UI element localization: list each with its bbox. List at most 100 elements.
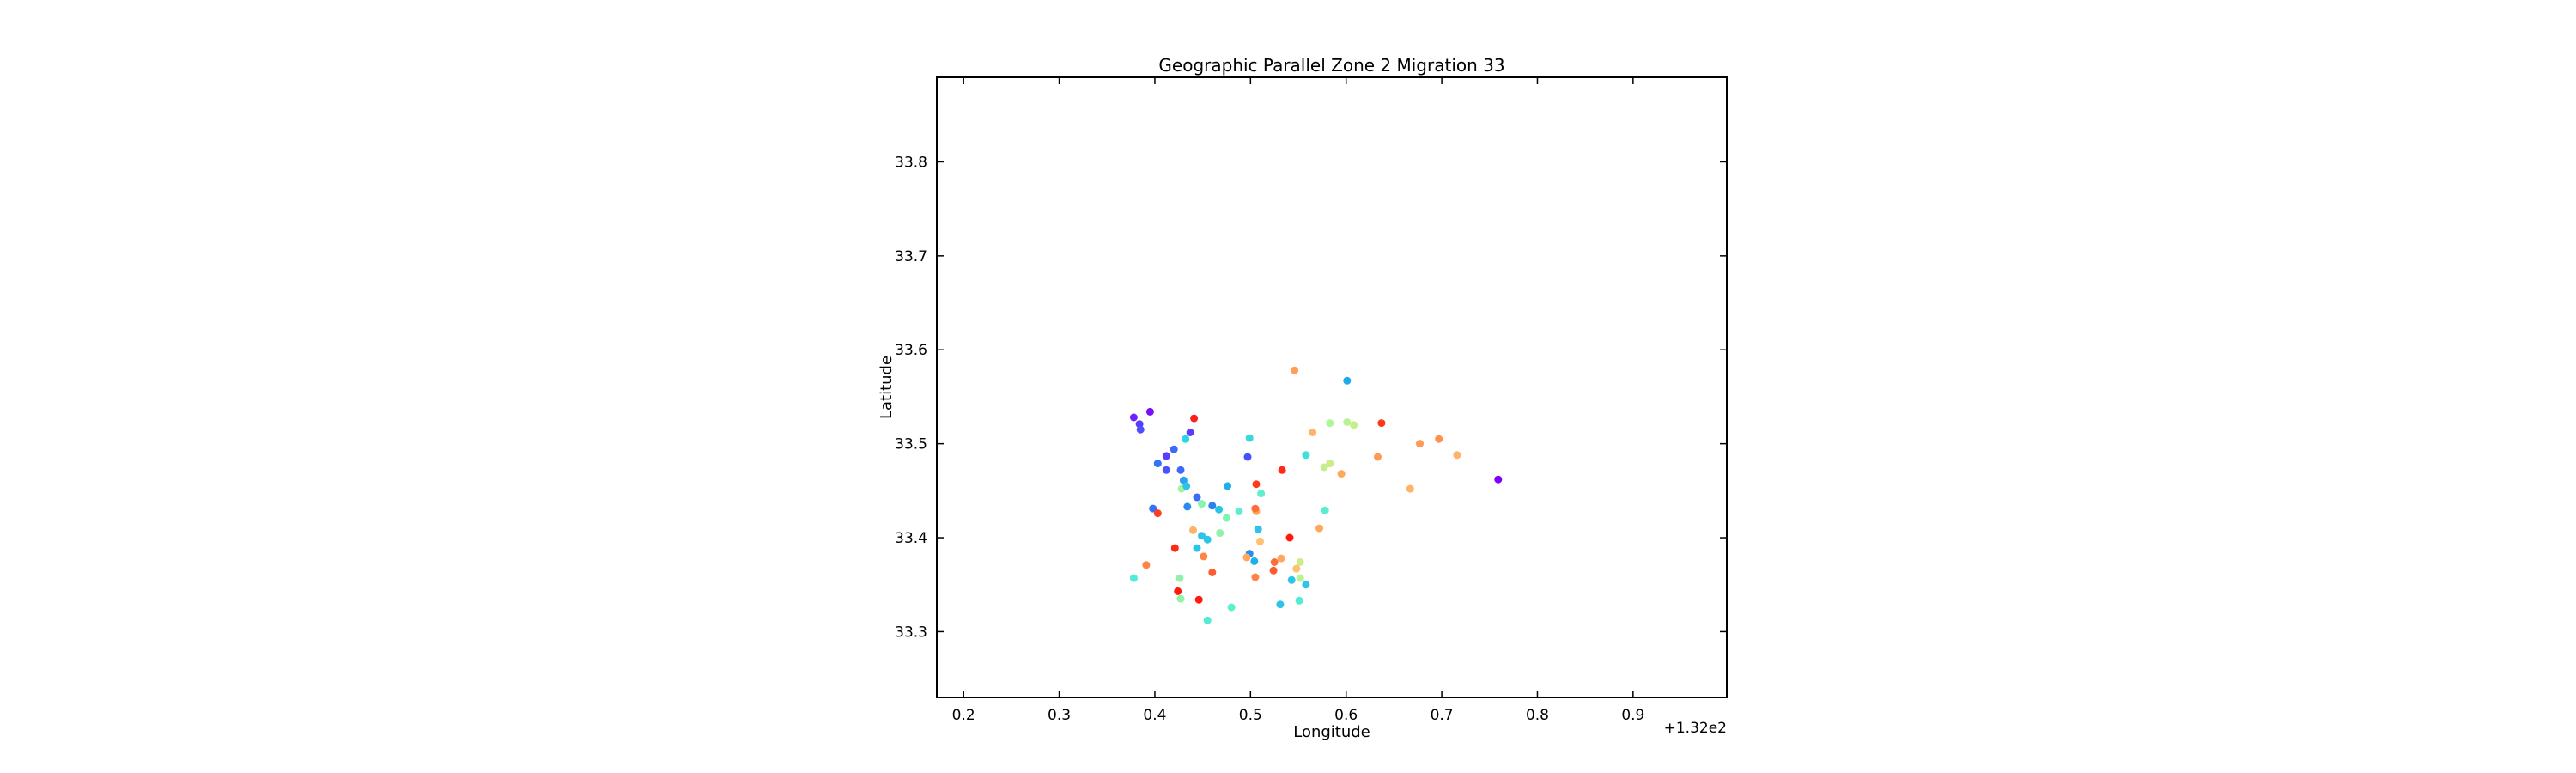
- data-point-73: [1208, 569, 1217, 576]
- data-point-18: [1153, 509, 1162, 518]
- data-point-79: [1176, 594, 1185, 603]
- data-point-25: [1252, 480, 1261, 489]
- data-point-78: [1174, 587, 1182, 595]
- data-point-51: [1203, 535, 1212, 544]
- data-point-6: [1182, 435, 1190, 443]
- plot-points: [1129, 366, 1503, 624]
- data-point-66: [1277, 554, 1285, 563]
- data-point-49: [1198, 532, 1206, 540]
- y-tick-label: 33.4: [895, 530, 927, 547]
- x-tick-label: 0.6: [1334, 707, 1358, 724]
- data-point-17: [1149, 504, 1157, 513]
- data-point-47: [1285, 533, 1294, 542]
- data-point-38: [1337, 470, 1346, 478]
- data-point-82: [1276, 600, 1285, 609]
- x-tick-label: 0.5: [1239, 707, 1262, 724]
- data-point-33: [1343, 418, 1352, 426]
- data-point-67: [1269, 566, 1278, 575]
- data-point-20: [1208, 502, 1217, 510]
- plot-frame: [936, 76, 1728, 698]
- data-point-41: [1435, 435, 1443, 443]
- x-axis-offset: +1.32e2: [1664, 720, 1727, 737]
- data-point-46: [1315, 524, 1323, 533]
- data-point-44: [1494, 475, 1503, 484]
- x-tick-label: 0.4: [1143, 707, 1166, 724]
- data-point-8: [1170, 445, 1178, 453]
- data-point-40: [1416, 440, 1424, 448]
- data-point-71: [1129, 574, 1138, 582]
- data-point-15: [1182, 482, 1191, 490]
- data-point-21: [1215, 505, 1224, 514]
- data-point-27: [1278, 466, 1286, 474]
- data-point-7: [1190, 414, 1199, 423]
- data-point-32: [1343, 376, 1352, 385]
- data-point-56: [1251, 504, 1260, 513]
- x-tick-label: 0.9: [1621, 707, 1644, 724]
- data-point-81: [1227, 603, 1236, 612]
- y-axis-label: Latitude: [878, 356, 896, 419]
- data-point-45: [1321, 506, 1329, 514]
- data-point-83: [1295, 596, 1303, 605]
- data-point-77: [1302, 581, 1310, 589]
- data-point-31: [1326, 419, 1334, 428]
- data-point-5: [1186, 429, 1194, 436]
- data-point-19: [1183, 502, 1192, 511]
- data-point-35: [1377, 419, 1386, 428]
- data-point-70: [1142, 561, 1151, 569]
- data-point-36: [1320, 463, 1328, 472]
- data-point-16: [1193, 493, 1201, 502]
- x-tick-label: 0.3: [1048, 707, 1071, 724]
- y-tick-label: 33.8: [895, 154, 927, 171]
- x-tick-label: 0.8: [1526, 707, 1549, 724]
- y-tick-label: 33.6: [895, 342, 927, 359]
- data-point-69: [1296, 558, 1304, 566]
- data-point-60: [1193, 544, 1201, 552]
- data-point-65: [1270, 558, 1279, 566]
- data-point-84: [1203, 616, 1212, 624]
- x-tick-label: 0.7: [1431, 707, 1454, 724]
- data-point-74: [1251, 573, 1260, 581]
- chart-title: Geographic Parallel Zone 2 Migration 33: [1158, 55, 1504, 76]
- data-point-76: [1296, 574, 1304, 582]
- data-point-1: [1129, 413, 1138, 422]
- data-point-42: [1453, 451, 1461, 460]
- data-point-23: [1243, 453, 1252, 461]
- x-axis: 0.2 0.3 0.4 0.5 0.6 0.7 0.8 0.9: [952, 77, 1644, 724]
- data-point-11: [1162, 466, 1170, 474]
- data-point-29: [1302, 451, 1310, 460]
- data-point-28: [1291, 366, 1299, 374]
- data-point-68: [1292, 564, 1301, 573]
- data-point-24: [1245, 434, 1254, 442]
- data-point-22: [1224, 482, 1232, 490]
- x-tick-label: 0.2: [952, 707, 975, 724]
- y-axis: 33.3 33.4 33.5 33.6 33.7 33.8: [895, 154, 1727, 641]
- y-tick-label: 33.5: [895, 436, 927, 453]
- data-point-43: [1406, 484, 1414, 493]
- y-tick-label: 33.7: [895, 248, 927, 265]
- data-point-4: [1145, 407, 1154, 416]
- data-point-80: [1194, 595, 1203, 604]
- data-point-58: [1256, 537, 1264, 545]
- data-point-48: [1198, 500, 1206, 508]
- data-point-75: [1287, 575, 1296, 584]
- data-point-59: [1170, 544, 1179, 552]
- data-point-30: [1309, 429, 1317, 436]
- data-point-37: [1326, 460, 1334, 468]
- y-tick-label: 33.3: [895, 624, 927, 641]
- data-point-53: [1223, 514, 1230, 522]
- data-point-57: [1254, 525, 1262, 533]
- data-point-64: [1250, 557, 1259, 565]
- data-point-10: [1153, 460, 1162, 468]
- data-point-52: [1216, 529, 1224, 538]
- data-point-3: [1136, 425, 1145, 434]
- data-point-54: [1235, 507, 1243, 515]
- data-point-26: [1257, 490, 1266, 498]
- data-point-9: [1162, 452, 1170, 460]
- data-point-72: [1176, 574, 1184, 582]
- data-point-61: [1200, 552, 1208, 561]
- data-point-34: [1350, 421, 1358, 429]
- data-point-63: [1242, 553, 1251, 562]
- data-point-50: [1189, 526, 1197, 534]
- data-point-12: [1176, 466, 1185, 474]
